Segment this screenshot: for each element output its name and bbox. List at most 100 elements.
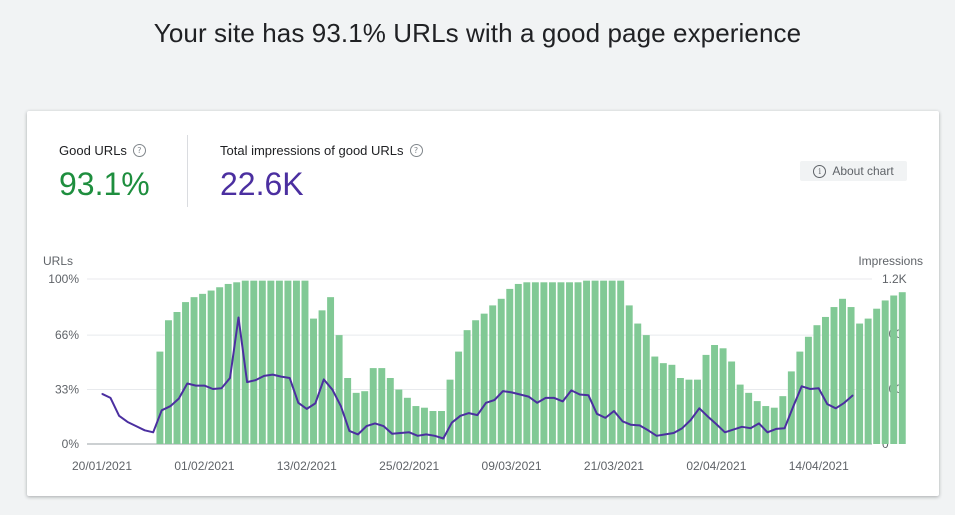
impressions-point — [178, 398, 180, 400]
impressions-point — [434, 435, 436, 437]
bar — [770, 407, 778, 444]
bar — [881, 300, 889, 444]
impressions-value: 22.6K — [220, 166, 304, 202]
impressions-point — [536, 402, 538, 404]
bar — [403, 397, 411, 444]
bar — [762, 406, 770, 444]
impressions-point — [186, 382, 188, 385]
impressions-point — [801, 385, 803, 387]
bar — [190, 297, 198, 444]
impressions-point — [246, 381, 248, 383]
bar — [787, 371, 795, 444]
bar — [233, 282, 241, 444]
bar — [446, 379, 454, 444]
x-tick-label: 14/04/2021 — [789, 459, 849, 473]
impressions-point — [272, 373, 274, 376]
impressions-point — [818, 387, 820, 389]
bar — [438, 411, 445, 444]
bar — [813, 325, 821, 444]
impressions-point — [519, 393, 521, 396]
help-icon[interactable]: ? — [409, 144, 423, 157]
about-chart-button[interactable]: i About chart — [800, 161, 907, 181]
bar — [472, 320, 480, 444]
impressions-point — [698, 407, 700, 409]
bar — [659, 363, 667, 444]
impressions-point — [297, 402, 299, 404]
bar — [182, 302, 189, 444]
left-tick-label: 0% — [62, 437, 80, 451]
bar — [668, 364, 676, 444]
impressions-point — [263, 375, 265, 377]
impressions-point — [144, 429, 146, 431]
bar — [890, 295, 898, 444]
x-tick-label: 02/04/2021 — [686, 459, 746, 473]
impressions-point — [715, 423, 717, 425]
impressions-point — [306, 408, 308, 410]
bar — [455, 351, 463, 444]
bar — [250, 280, 258, 444]
bar — [275, 280, 283, 444]
bar — [830, 307, 838, 444]
impressions-point — [485, 402, 487, 404]
x-tick-label: 21/03/2021 — [584, 459, 644, 473]
bar — [292, 280, 300, 444]
bar — [207, 290, 215, 444]
bar — [864, 318, 872, 444]
bar — [429, 411, 437, 444]
impressions-point — [126, 421, 129, 423]
impressions-point — [357, 433, 359, 435]
bar — [480, 313, 488, 444]
bar — [600, 280, 608, 444]
impressions-point — [476, 414, 479, 416]
bar — [745, 392, 753, 444]
bar — [224, 283, 232, 444]
impressions-point — [749, 427, 752, 429]
good-urls-metric[interactable]: Good URLs ? 93.1% — [59, 143, 150, 202]
bar — [557, 282, 565, 444]
impressions-point — [638, 424, 641, 427]
bar — [344, 378, 352, 444]
impressions-point — [707, 415, 709, 418]
impressions-point — [118, 415, 120, 417]
bar — [804, 336, 812, 444]
x-tick-label: 09/03/2021 — [482, 459, 542, 473]
impressions-point — [348, 430, 351, 432]
bar — [506, 288, 514, 444]
left-tick-label: 66% — [55, 328, 79, 342]
x-tick-label: 20/01/2021 — [72, 459, 132, 473]
impressions-point — [195, 384, 197, 387]
bar — [216, 287, 224, 444]
bar — [736, 384, 744, 444]
bar — [796, 351, 804, 444]
bar — [489, 305, 497, 444]
impressions-point — [254, 379, 257, 381]
impressions-point — [152, 431, 154, 433]
bar — [514, 283, 522, 444]
impressions-metric[interactable]: Total impressions of good URLs ? 22.6K — [220, 143, 423, 202]
bar — [540, 282, 548, 444]
impressions-point — [852, 394, 854, 396]
impressions-point — [340, 405, 342, 407]
bar — [258, 280, 266, 444]
impressions-point — [417, 435, 419, 437]
impressions-point — [169, 405, 171, 407]
impressions-point — [374, 422, 376, 424]
impressions-point — [280, 376, 282, 378]
bar — [583, 280, 591, 444]
bar — [873, 308, 881, 444]
bar — [566, 282, 573, 444]
impressions-point — [724, 431, 726, 433]
bar — [369, 368, 377, 444]
impressions-label: Total impressions of good URLs — [220, 143, 404, 158]
bar — [267, 280, 275, 444]
bar — [420, 407, 428, 444]
impressions-point — [690, 419, 692, 421]
impressions-point — [835, 407, 837, 409]
impressions-point — [792, 406, 794, 408]
help-icon[interactable]: ? — [132, 144, 146, 157]
x-tick-label: 25/02/2021 — [379, 459, 439, 473]
impressions-point — [451, 422, 453, 424]
about-chart-label: About chart — [832, 164, 894, 178]
impressions-point — [553, 397, 555, 399]
impressions-point — [809, 388, 811, 390]
